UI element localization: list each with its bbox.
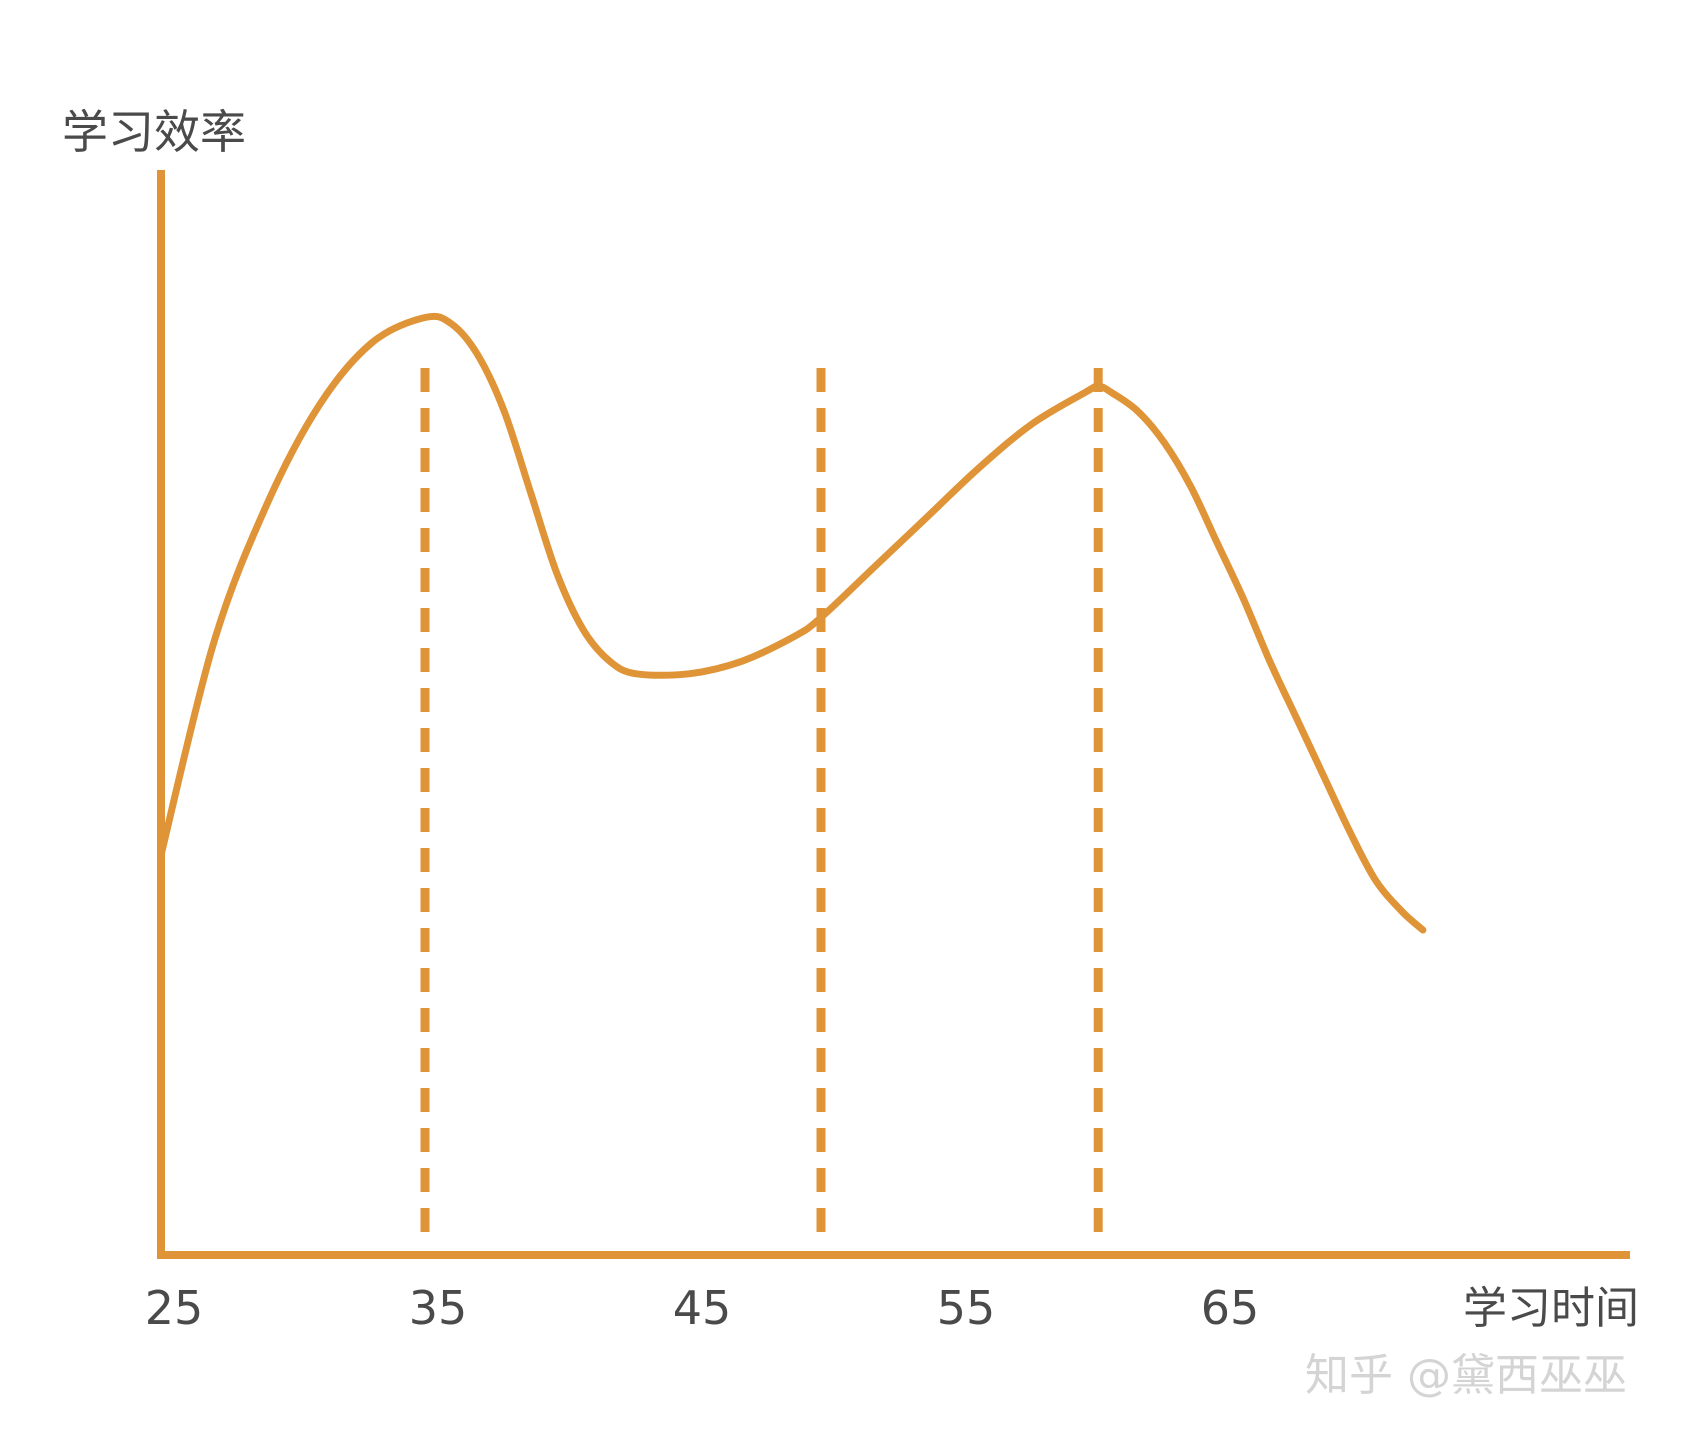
x-tick-label: 35 bbox=[409, 1281, 468, 1335]
x-tick-label: 45 bbox=[673, 1281, 732, 1335]
reference-lines bbox=[420, 368, 1103, 1238]
y-axis-label: 学习效率 bbox=[62, 105, 246, 159]
x-tick-label: 55 bbox=[937, 1281, 996, 1335]
x-tick-labels: 25 35 45 55 65 bbox=[145, 1281, 1260, 1335]
axes bbox=[157, 170, 1630, 1259]
x-tick-label: 65 bbox=[1201, 1281, 1260, 1335]
x-axis-label: 学习时间 bbox=[1463, 1283, 1639, 1334]
efficiency-curve bbox=[157, 312, 1427, 934]
x-tick-label: 25 bbox=[145, 1281, 204, 1335]
watermark: 知乎 @黛西巫巫 bbox=[1305, 1350, 1627, 1401]
